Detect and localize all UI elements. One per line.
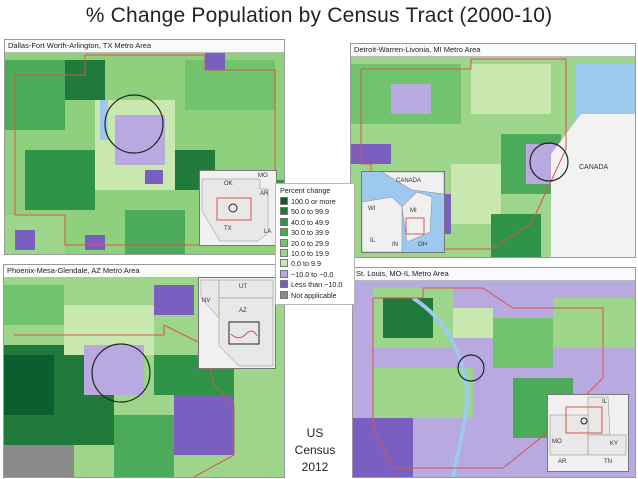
- legend-item: Not applicable: [280, 290, 337, 300]
- legend-swatch: [280, 238, 288, 247]
- panel-title-detroit: Detroit-Warren-Livonia, MI Metro Area: [351, 44, 635, 57]
- inset-label-il-stl: IL: [602, 399, 608, 405]
- inset-label-tn: TN: [604, 459, 612, 465]
- credit-line-1: US: [306, 426, 324, 440]
- inset-label-ar: AR: [260, 191, 269, 197]
- inset-label-ky: KY: [610, 441, 619, 447]
- legend-item: 0.0 to 9.9: [280, 259, 321, 268]
- legend-label: −10.0 to −0.0: [291, 269, 334, 279]
- credit-line-2: Census: [294, 443, 336, 457]
- legend-item: −10.0 to −0.0: [280, 269, 334, 279]
- source-credit: US Census 2012: [284, 425, 346, 476]
- legend-item: Less than −10.0: [280, 280, 342, 289]
- map-panel-stlouis: St. Louis, MO-IL Metro Area IL MO KY AR …: [352, 267, 636, 478]
- inset-label-mo: MO: [258, 173, 268, 179]
- legend-item: 30.0 to 39.9: [280, 228, 329, 237]
- inset-label-oh: OH: [418, 242, 427, 248]
- inset-label-canada: CANADA: [396, 178, 422, 184]
- inset-label-mi: MI: [410, 208, 417, 214]
- legend-item: 40.0 to 49.9: [280, 217, 329, 227]
- locator-inset-dallas: MO OK AR TX LA: [199, 170, 277, 246]
- credit-line-3: 2012: [301, 460, 329, 474]
- inset-label-in: IN: [392, 242, 398, 248]
- map-panel-dallas: Dallas-Fort Worth-Arlington, TX Metro Ar…: [4, 39, 285, 255]
- page-title: % Change Population by Census Tract (200…: [85, 4, 553, 27]
- legend-swatch: [280, 269, 288, 278]
- legend-item: 50.0 to 99.9: [280, 207, 329, 216]
- legend-label: 20.0 to 29.9: [291, 238, 329, 248]
- locator-inset-stlouis: IL MO KY AR TN: [547, 394, 629, 472]
- inset-label-tx: TX: [224, 226, 232, 232]
- legend-label: 0.0 to 9.9: [291, 259, 321, 269]
- legend-swatch: [280, 280, 288, 289]
- legend-item: 10.0 to 19.9: [280, 249, 329, 258]
- locator-inset-phoenix: UT NV AZ: [198, 277, 276, 369]
- inset-label-nv: NV: [202, 298, 211, 304]
- legend-label: 50.0 to 99.9: [291, 207, 329, 217]
- legend-title: Percent change: [280, 186, 331, 195]
- phoenix-choropleth: [4, 265, 284, 477]
- map-legend: Percent change 100.0 or more 50.0 to 99.9…: [275, 183, 355, 305]
- legend-swatch: [280, 259, 288, 268]
- inset-label-wi: WI: [368, 206, 376, 212]
- legend-label: 100.0 or more: [291, 197, 336, 206]
- panel-title-dallas: Dallas-Fort Worth-Arlington, TX Metro Ar…: [5, 40, 284, 53]
- inset-label-ut: UT: [239, 284, 247, 290]
- inset-label-ar-stl: AR: [558, 459, 567, 465]
- legend-swatch: [280, 217, 288, 226]
- legend-item: 20.0 to 29.9: [280, 238, 329, 248]
- legend-swatch: [280, 207, 288, 216]
- legend-label: Less than −10.0: [291, 280, 343, 290]
- legend-label: 10.0 to 19.9: [291, 249, 329, 258]
- locator-map-stlouis: [548, 395, 628, 471]
- legend-item: 100.0 or more: [280, 197, 336, 206]
- panel-title-phoenix: Phoenix-Mesa-Glendale, AZ Metro Area: [4, 265, 284, 278]
- inset-label-il: IL: [370, 238, 376, 244]
- legend-swatch: [280, 197, 288, 205]
- inset-label-ok: OK: [224, 181, 233, 187]
- legend-label: 30.0 to 39.9: [291, 228, 329, 238]
- legend-label: Not applicable: [291, 290, 337, 300]
- locator-map-dallas: [200, 171, 276, 245]
- map-panel-phoenix: Phoenix-Mesa-Glendale, AZ Metro Area UT …: [3, 264, 285, 478]
- locator-inset-detroit: CANADA WI MI IL IN OH: [361, 171, 445, 253]
- map-panel-detroit: Detroit-Warren-Livonia, MI Metro Area CA…: [350, 43, 636, 258]
- locator-map-phoenix: [199, 278, 275, 368]
- inset-label-az: AZ: [239, 308, 247, 314]
- legend-swatch: [280, 249, 288, 257]
- legend-swatch: [280, 290, 288, 299]
- map-label-canada: CANADA: [579, 164, 609, 171]
- inset-label-mo-stl: MO: [552, 439, 562, 445]
- locator-map-detroit: [362, 172, 444, 252]
- inset-label-la: LA: [264, 229, 272, 235]
- panel-title-stlouis: St. Louis, MO-IL Metro Area: [353, 268, 635, 281]
- legend-label: 40.0 to 49.9: [291, 217, 329, 227]
- dallas-choropleth: [5, 40, 284, 254]
- legend-swatch: [280, 228, 288, 237]
